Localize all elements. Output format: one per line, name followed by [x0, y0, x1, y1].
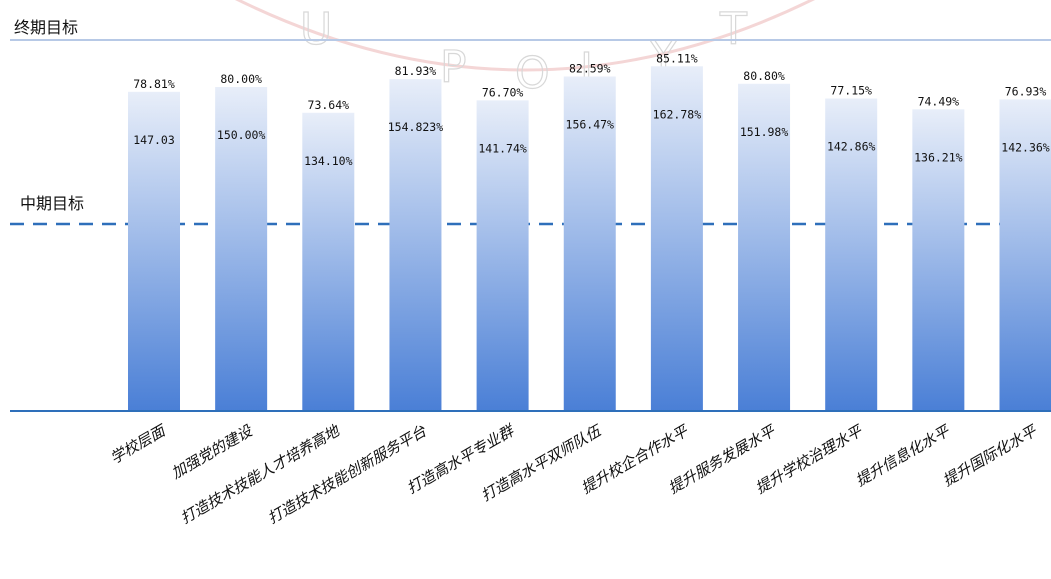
bar [389, 79, 442, 411]
category-label: 提升信息化水平 [852, 421, 954, 490]
data-label-secondary: 141.74% [478, 141, 527, 155]
watermark-letter: T [719, 4, 747, 55]
bar [302, 112, 355, 412]
bar [128, 91, 180, 411]
category-label: 学校层面 [107, 420, 171, 467]
data-label-secondary: 142.36% [1001, 140, 1050, 154]
data-label-percent: 80.00% [220, 72, 262, 86]
data-label-percent: 76.93% [1005, 84, 1047, 98]
watermark-letter: U [300, 4, 332, 55]
data-label-percent: 81.93% [395, 64, 437, 78]
category-label: 打造技术技能创新服务平台 [265, 421, 431, 527]
data-label-percent: 78.81% [133, 77, 175, 91]
bar [999, 99, 1051, 411]
bars-group [128, 66, 1051, 412]
data-label-secondary: 147.03 [133, 133, 175, 147]
category-label: 提升国际化水平 [940, 421, 1042, 490]
bar [215, 87, 268, 411]
data-label-secondary: 136.21% [914, 150, 963, 164]
data-label-percent: 77.15% [830, 84, 872, 98]
data-label-secondary: 154.823% [388, 120, 443, 134]
data-label-secondary: 151.98% [740, 125, 789, 139]
data-label-secondary: 156.47% [566, 118, 615, 132]
data-label-secondary: 134.10% [304, 154, 353, 168]
data-label-secondary: 150.00% [217, 128, 266, 142]
category-labels-group: 学校层面 加强党的建设打造技术技能人才培养高地打造技术技能创新服务平台打造高水平专… [107, 420, 1041, 527]
category-label: 打造技术技能人才培养高地 [177, 421, 344, 528]
data-label-percent: 73.64% [308, 98, 350, 112]
data-label-percent: 80.80% [743, 69, 785, 83]
bar [825, 98, 878, 411]
data-label-percent: 74.49% [918, 94, 960, 108]
watermark-arc [235, 0, 815, 72]
final-target-label: 终期目标 [14, 18, 78, 37]
data-label-percent: 85.11% [656, 51, 698, 65]
watermark-letter: P [440, 42, 467, 93]
data-label-secondary: 142.86% [827, 140, 876, 154]
data-label-percent: 82.59% [569, 62, 611, 76]
mid-target-label: 中期目标 [20, 194, 84, 213]
bar [476, 100, 529, 412]
bar [563, 76, 616, 411]
bar [738, 83, 791, 411]
bar [912, 109, 965, 412]
data-label-secondary: 162.78% [653, 107, 702, 121]
bar [650, 66, 703, 411]
data-label-percent: 76.70% [482, 85, 524, 99]
value-labels-group: 78.81% 147.03 80.00% 150.00% 73.64% 134.10% 81… [133, 51, 1050, 167]
watermark-letter: O [515, 48, 550, 99]
